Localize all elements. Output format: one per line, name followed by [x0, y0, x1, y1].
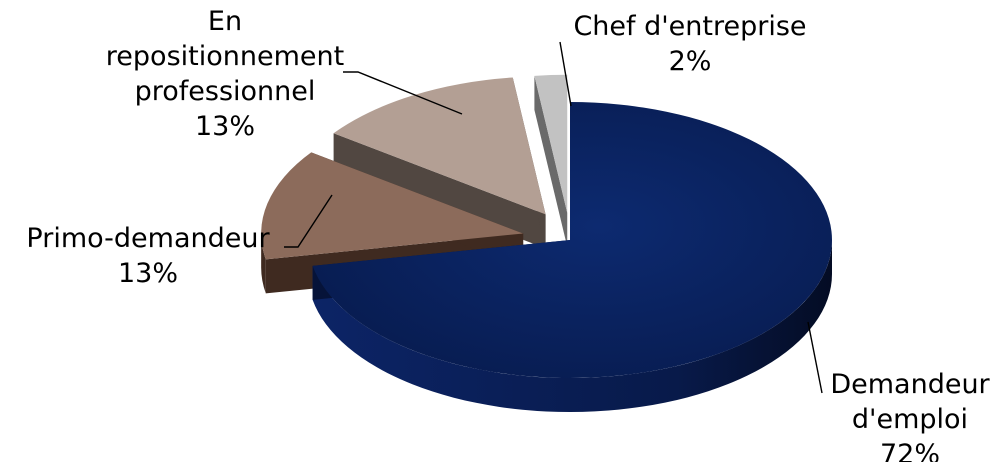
data-label-name-0: Demandeur	[830, 369, 990, 400]
slice-top-face	[261, 152, 524, 260]
data-label-name-2: repositionnement	[106, 41, 344, 72]
slice-side-wall	[312, 240, 832, 413]
slice-side-wall	[261, 233, 266, 294]
leader-line-0	[807, 321, 823, 394]
slice-top-face	[312, 102, 833, 379]
data-label-value-0: 72%	[880, 439, 940, 462]
slice-cut-face	[333, 133, 546, 249]
data-label-value-2: 13%	[195, 111, 255, 142]
slice-cut-face	[534, 75, 568, 247]
data-label-name-2: professionnel	[135, 76, 316, 107]
pie-slice-2	[333, 77, 546, 249]
pie-slice-0	[312, 102, 833, 413]
slice-top-face	[333, 77, 546, 215]
leader-line-2	[343, 71, 463, 115]
pie-slice-3	[534, 74, 568, 247]
data-label-name-2: En	[208, 6, 242, 37]
data-label-name-3: Chef d'entreprise	[573, 11, 806, 42]
leader-line-3	[559, 41, 572, 107]
leader-line-1	[284, 194, 333, 248]
data-label-value-3: 2%	[669, 46, 712, 77]
data-label-name-0: d'emploi	[852, 404, 968, 435]
data-label-name-1: Primo-demandeur	[26, 223, 270, 254]
slice-top-face	[534, 74, 568, 213]
data-label-value-1: 13%	[118, 258, 178, 289]
